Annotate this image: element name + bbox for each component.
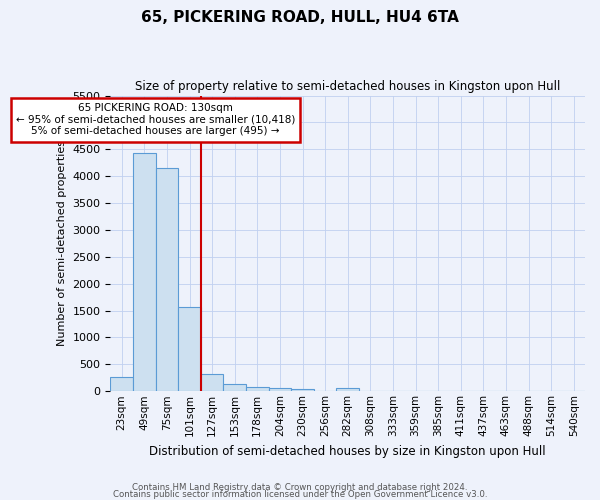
Bar [337, 388, 359, 392]
Bar [110, 376, 133, 392]
Y-axis label: Number of semi-detached properties: Number of semi-detached properties [57, 140, 67, 346]
Bar [178, 308, 201, 392]
Text: 65 PICKERING ROAD: 130sqm
← 95% of semi-detached houses are smaller (10,418)
5% : 65 PICKERING ROAD: 130sqm ← 95% of semi-… [16, 103, 295, 136]
Bar [223, 384, 246, 392]
Bar [133, 153, 155, 392]
Bar [155, 168, 178, 392]
Text: Contains HM Land Registry data © Crown copyright and database right 2024.: Contains HM Land Registry data © Crown c… [132, 484, 468, 492]
Bar [201, 374, 223, 392]
X-axis label: Distribution of semi-detached houses by size in Kingston upon Hull: Distribution of semi-detached houses by … [149, 444, 546, 458]
Text: Contains public sector information licensed under the Open Government Licence v3: Contains public sector information licen… [113, 490, 487, 499]
Bar [269, 388, 291, 392]
Bar [246, 387, 269, 392]
Bar [291, 388, 314, 392]
Text: 65, PICKERING ROAD, HULL, HU4 6TA: 65, PICKERING ROAD, HULL, HU4 6TA [141, 10, 459, 25]
Title: Size of property relative to semi-detached houses in Kingston upon Hull: Size of property relative to semi-detach… [135, 80, 560, 93]
